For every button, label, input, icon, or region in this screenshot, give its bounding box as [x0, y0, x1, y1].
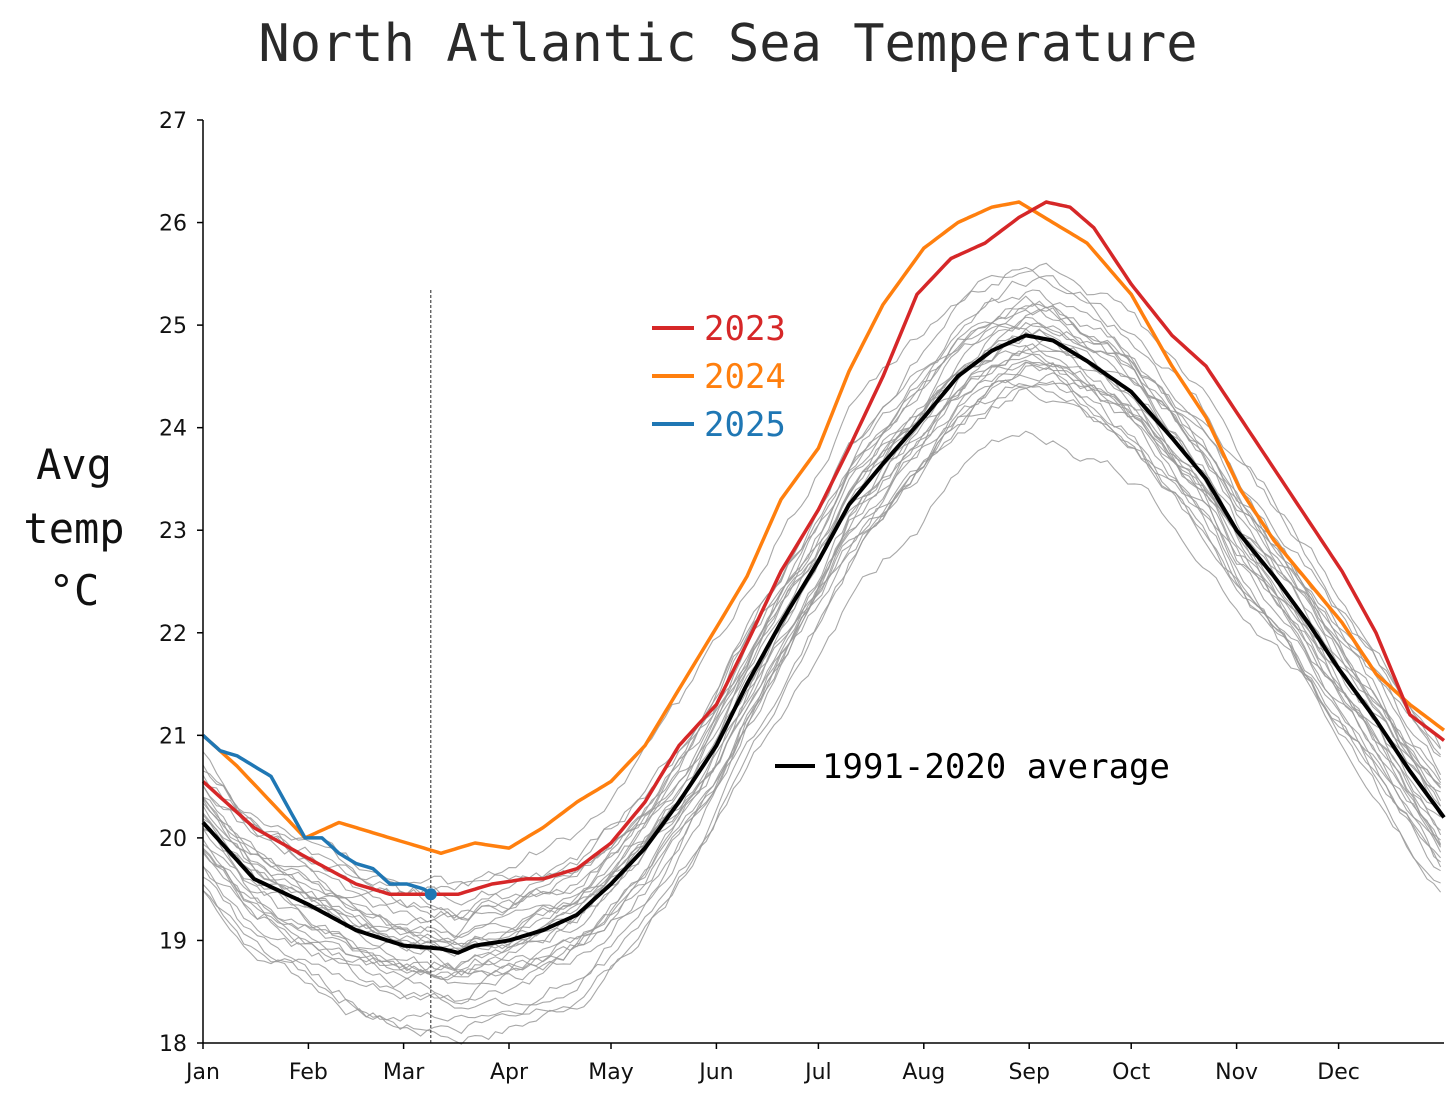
x-tick-label: Nov	[1215, 1060, 1258, 1085]
ensemble-line	[202, 344, 1442, 986]
ensemble-line	[202, 362, 1442, 981]
ensemble-line	[202, 308, 1442, 919]
ensemble-line	[202, 430, 1442, 1010]
x-tick-label: Mar	[383, 1060, 425, 1085]
ensemble-line	[202, 343, 1441, 972]
x-tick-label: Jul	[803, 1060, 832, 1085]
ensemble-line	[202, 322, 1442, 949]
y-tick-label: 24	[159, 417, 187, 442]
legend-label-2024: 2024	[704, 357, 786, 397]
ensemble-line	[202, 306, 1442, 906]
x-tick-label: Sep	[1008, 1060, 1049, 1085]
y-tick-label: 25	[159, 314, 187, 339]
ensemble-line	[202, 303, 1441, 921]
annotation-average-label: 1991-2020 average	[822, 747, 1170, 787]
ensemble-line	[202, 353, 1441, 970]
legend-label-2025: 2025	[704, 405, 786, 445]
y-tick-label: 19	[159, 929, 187, 954]
y-tick-label: 21	[159, 724, 187, 749]
series-line-2023	[201, 200, 1446, 897]
ensemble-line	[202, 321, 1441, 938]
series-line-1991-2020-average	[201, 333, 1446, 955]
legend-label-2023: 2023	[704, 309, 786, 349]
ensemble-line	[202, 379, 1442, 1002]
x-tick-label: Apr	[490, 1060, 529, 1085]
y-tick-label: 26	[159, 212, 187, 237]
y-axis-label-line1: Avg	[36, 440, 112, 489]
ensemble-line	[202, 262, 1442, 924]
x-tick-label: Jan	[184, 1060, 220, 1085]
ensemble-line	[202, 328, 1442, 952]
x-tick-label: Jun	[697, 1060, 733, 1085]
ensemble-line	[202, 364, 1441, 1035]
y-axis-label-line3: °C	[48, 566, 100, 615]
y-tick-label: 27	[159, 109, 187, 134]
y-tick-label: 20	[159, 827, 187, 852]
ensemble-line	[202, 372, 1441, 1022]
ensemble-line	[202, 289, 1442, 939]
x-tick-label: Oct	[1112, 1060, 1150, 1085]
y-tick-label: 23	[159, 519, 187, 544]
x-tick-label: Dec	[1317, 1060, 1360, 1085]
y-tick-label: 22	[159, 622, 187, 647]
chart-title: North Atlantic Sea Temperature	[258, 14, 1198, 74]
ensemble-line	[202, 300, 1442, 943]
ensemble-line	[202, 380, 1442, 981]
series-2025-endpoint	[424, 888, 437, 901]
ensemble-line	[202, 386, 1442, 976]
ensemble-line	[202, 383, 1441, 1045]
x-tick-label: Aug	[902, 1060, 945, 1085]
y-tick-label: 18	[159, 1032, 187, 1057]
ensemble-line	[202, 359, 1442, 980]
series-line-2024	[201, 200, 1446, 856]
series-line-2025	[201, 734, 432, 896]
ensemble-line	[202, 331, 1442, 955]
x-tick-label: Feb	[289, 1060, 328, 1085]
ensemble-line	[202, 328, 1442, 951]
y-axis-label-line2: temp	[23, 504, 125, 553]
x-tick-label: May	[588, 1060, 633, 1085]
